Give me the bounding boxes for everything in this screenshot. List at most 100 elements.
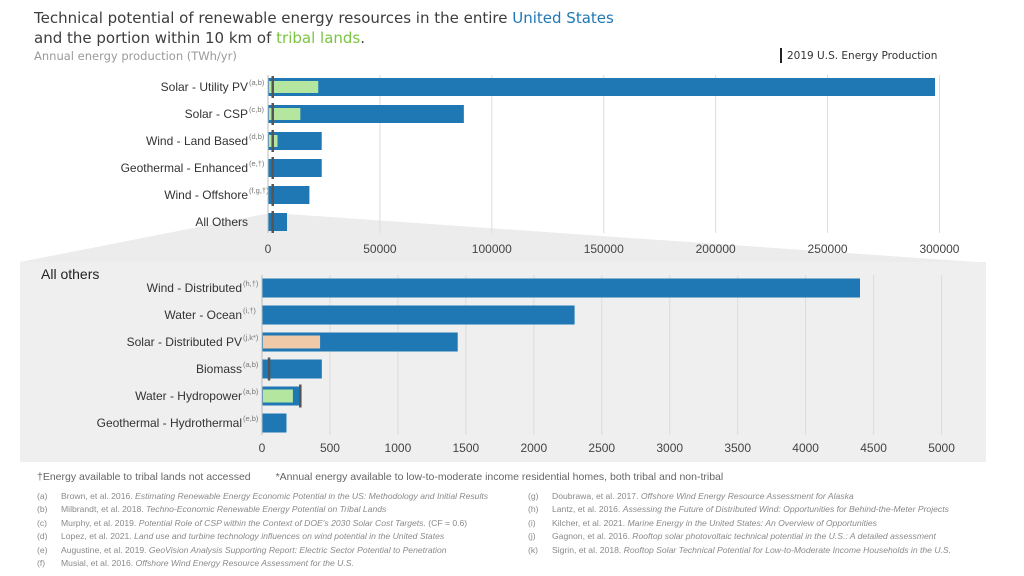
- reference-author: Lantz, et al. 2016.: [552, 504, 623, 515]
- reference-author: Sigrin, et al. 2018.: [552, 544, 624, 555]
- bottom-category-superscript: (h,†): [243, 279, 259, 288]
- top-category-label: All Others: [195, 215, 248, 229]
- reference-author: Milbrandt, et al. 2018.: [61, 504, 147, 515]
- bottom-bar-tribal: [263, 389, 293, 403]
- chart-title-line2: and the portion within 10 km of tribal l…: [34, 29, 366, 47]
- reference-title: Offshore Wind Energy Resource Assessment…: [135, 558, 354, 569]
- bottom-category-superscript: (e,b): [243, 414, 259, 423]
- top-tick-label: 200000: [696, 242, 736, 256]
- top-category-label: Solar - Utility PV: [161, 80, 248, 94]
- bottom-bar-us: [262, 359, 322, 379]
- bottom-tick-label: 1000: [385, 441, 412, 455]
- top-bar-tribal: [269, 108, 301, 120]
- bottom-bar-us: [262, 413, 287, 433]
- top-tick-label: 50000: [363, 242, 397, 256]
- reference-key: (k): [528, 544, 539, 555]
- references-left: (a) Brown, et al. 2016. Estimating Renewa…: [37, 490, 488, 570]
- reference-item: (h) Lantz, et al. 2016. Assessing the Fut…: [528, 503, 951, 516]
- top-reference-marker: [271, 157, 274, 179]
- bottom-category-superscript: (a,b): [243, 387, 259, 396]
- title-highlight-us: United States: [512, 9, 614, 27]
- top-tick-label: 150000: [584, 242, 624, 256]
- bottom-category-label: Geothermal - Hydrothermal: [97, 416, 242, 430]
- references-right: (g) Doubrawa, et al. 2017. Offshore Wind …: [528, 490, 951, 557]
- reference-item: (a) Brown, et al. 2016. Estimating Renewa…: [37, 490, 488, 503]
- reference-title: Rooftop solar photovoltaic technical pot…: [632, 531, 936, 542]
- reference-author: Musial, et al. 2016.: [61, 558, 136, 569]
- bottom-tick-label: 2500: [588, 441, 615, 455]
- top-category-superscript: (e,†): [249, 159, 265, 168]
- top-category-label: Wind - Offshore: [164, 188, 248, 202]
- reference-author: Lopez, et al. 2021.: [61, 531, 135, 542]
- bottom-tick-label: 3500: [724, 441, 751, 455]
- reference-item: (c) Murphy, et al. 2019. Potential Role o…: [37, 517, 488, 530]
- zoom-connector: [20, 214, 976, 262]
- top-panel: 0 50000 100000 150000 200000 250000 300000 Sola…: [121, 75, 960, 256]
- bottom-reference-marker: [299, 384, 302, 408]
- reference-title: Techno-Economic Renewable Energy Potenti…: [146, 504, 387, 515]
- top-bar-us: [268, 105, 464, 123]
- bottom-category-label: Biomass: [196, 362, 242, 376]
- top-bar-us: [268, 132, 322, 150]
- chart-title-line1: Technical potential of renewable energy …: [34, 9, 614, 27]
- bottom-tick-label: 4000: [792, 441, 819, 455]
- lower-panel-title: All others: [41, 266, 99, 282]
- reference-item: (k) Sigrin, et al. 2018. Rooftop Solar Te…: [528, 544, 951, 557]
- reference-key: (j): [528, 531, 536, 542]
- legend: 2019 U.S. Energy Production: [780, 48, 937, 63]
- reference-item: (d) Lopez, et al. 2021. Land use and turb…: [37, 530, 488, 543]
- bottom-category-label: Wind - Distributed: [147, 281, 242, 295]
- top-category-superscript: (c,b): [249, 105, 265, 114]
- bottom-panel: 0 500 1000 1500 2000 2500 3000 3500 4000 4500 5000…: [41, 266, 955, 455]
- chart-subtitle: Annual energy production (TWh/yr): [34, 49, 237, 63]
- legend-label: 2019 U.S. Energy Production: [787, 49, 938, 62]
- top-reference-marker: [271, 184, 274, 206]
- top-reference-marker: [271, 103, 274, 125]
- bottom-tick-label: 0: [259, 441, 266, 455]
- reference-item: (g) Doubrawa, et al. 2017. Offshore Wind …: [528, 490, 951, 503]
- top-category-superscript: (f,g,†): [249, 186, 269, 195]
- bottom-category-label: Solar - Distributed PV: [127, 335, 242, 349]
- top-tick-label: 300000: [919, 242, 959, 256]
- chart-svg: 0 50000 100000 150000 200000 250000 300000Sola…: [20, 75, 986, 462]
- reference-title: Estimating Renewable Energy Economic Pot…: [135, 491, 489, 501]
- reference-key: (h): [528, 504, 539, 515]
- reference-author: Murphy, et al. 2019.: [61, 517, 139, 528]
- reference-item: (i) Kilcher, et al. 2021. Marine Energy i…: [528, 517, 951, 530]
- top-category-label: Solar - CSP: [185, 107, 248, 121]
- reference-key: (g): [528, 491, 539, 501]
- reference-key: (b): [37, 504, 48, 515]
- reference-author: Kilcher, et al. 2021.: [552, 517, 628, 528]
- reference-title: GeoVision Analysis Supporting Report: El…: [148, 544, 447, 555]
- reference-key: (f): [37, 558, 46, 569]
- reference-author: Brown, et al. 2016.: [61, 491, 136, 501]
- note-star: *Annual energy available to low-to-moder…: [275, 471, 724, 483]
- reference-title: Rooftop Solar Technical Potential for Lo…: [623, 544, 952, 555]
- bottom-category-superscript: (a,b): [243, 360, 259, 369]
- bottom-tick-label: 2000: [520, 441, 547, 455]
- top-tick-label: 250000: [808, 242, 848, 256]
- top-reference-marker: [271, 211, 274, 233]
- top-reference-marker: [271, 130, 274, 152]
- bottom-bar-lmi: [263, 335, 321, 349]
- reference-item: (f) Musial, et al. 2016. Offshore Wind En…: [37, 557, 488, 570]
- top-bar-us: [268, 159, 322, 177]
- note-dagger: †Energy available to tribal lands not ac…: [37, 471, 251, 483]
- reference-title: Marine Energy in the United States: An O…: [627, 517, 877, 528]
- top-bar-us: [268, 213, 288, 231]
- title-highlight-tribal: tribal lands: [276, 29, 361, 47]
- reference-item: (e) Augustine, et al. 2019. GeoVision Ana…: [37, 544, 488, 557]
- reference-author: Augustine, et al. 2019.: [61, 544, 149, 555]
- bottom-category-superscript: (j,k*): [243, 333, 259, 342]
- top-bar-us: [268, 186, 310, 204]
- bottom-tick-label: 3000: [656, 441, 683, 455]
- bottom-category-label: Water - Hydropower: [135, 389, 242, 403]
- bottom-tick-label: 4500: [860, 441, 887, 455]
- reference-title: Potential Role of CSP within the Context…: [138, 517, 426, 528]
- bottom-bar-us: [262, 278, 860, 298]
- legend-marker-swatch: [780, 48, 782, 63]
- top-bar-us: [268, 78, 935, 96]
- reference-item: (j) Gagnon, et al. 2016. Rooftop solar ph…: [528, 530, 951, 543]
- bottom-tick-label: 500: [320, 441, 340, 455]
